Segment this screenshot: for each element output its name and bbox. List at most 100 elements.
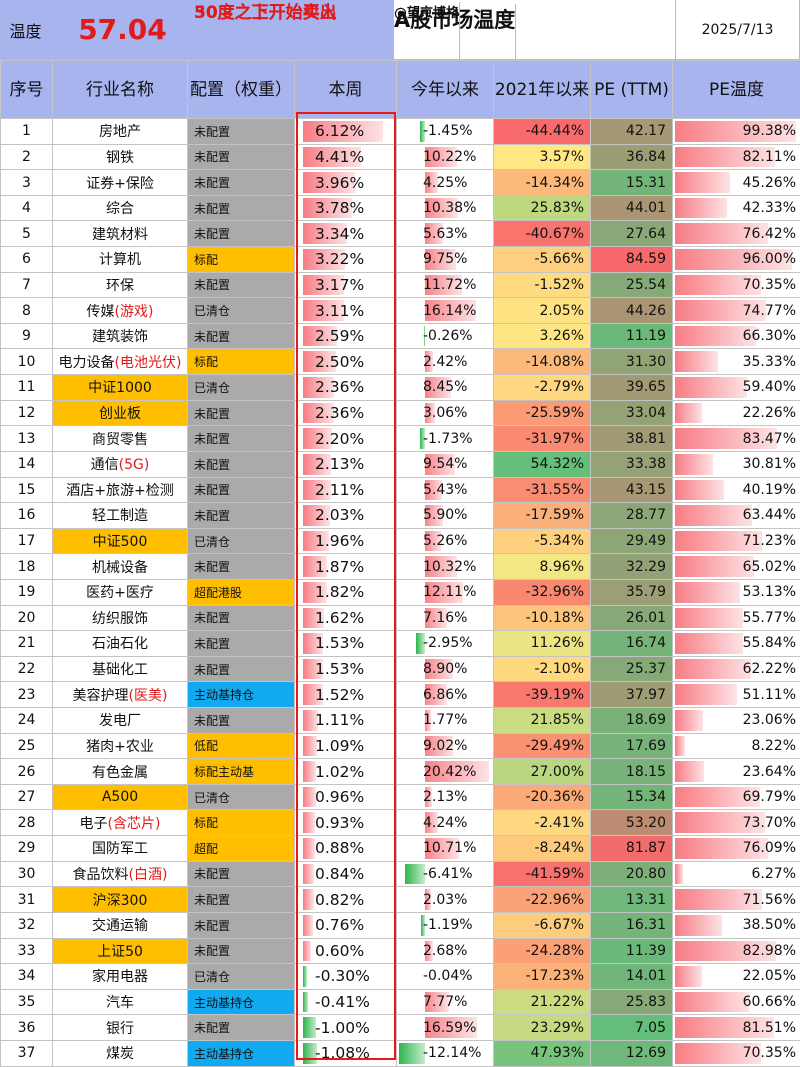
- pe-temperature: 40.19%: [673, 477, 800, 503]
- week-change-value: 1.82%: [295, 580, 396, 604]
- industry-name: 房地产: [53, 119, 188, 145]
- pe-ttm: 81.87: [591, 836, 673, 862]
- pe-temperature: 76.09%: [673, 836, 800, 862]
- industry-name-text: 发电厂: [99, 713, 141, 729]
- pe-temperature-value: 83.47%: [673, 427, 800, 451]
- industry-name: 计算机: [53, 247, 188, 273]
- row-index: 34: [1, 964, 53, 990]
- industry-name: 上证50: [53, 938, 188, 964]
- config-cell: 未配置: [188, 605, 295, 631]
- since-2021-change: 11.26%: [494, 631, 591, 657]
- industry-name: 石油石化: [53, 631, 188, 657]
- week-change: 2.36%: [295, 375, 397, 401]
- pe-ttm: 31.30: [591, 349, 673, 375]
- pe-temperature: 22.26%: [673, 400, 800, 426]
- pe-temperature-value: 76.42%: [673, 222, 800, 246]
- since-2021-change: -2.41%: [494, 810, 591, 836]
- ytd-change-value: 10.32%: [397, 555, 493, 579]
- since-2021-change: -2.10%: [494, 656, 591, 682]
- ytd-change: 16.14%: [397, 298, 494, 324]
- ytd-change: 10.32%: [397, 554, 494, 580]
- pe-temperature-value: 63.44%: [673, 503, 800, 527]
- pe-ttm: 84.59: [591, 247, 673, 273]
- since-2021-change: 3.57%: [494, 144, 591, 170]
- week-change: 2.13%: [295, 451, 397, 477]
- industry-name: 商贸零售: [53, 426, 188, 452]
- since-2021-change: -6.67%: [494, 912, 591, 938]
- week-change-value: 1.52%: [295, 683, 396, 707]
- pe-ttm: 16.74: [591, 631, 673, 657]
- week-change-value: -0.30%: [295, 964, 396, 988]
- week-change: 1.09%: [295, 733, 397, 759]
- config-cell: 未配置: [188, 170, 295, 196]
- pe-temperature: 30.81%: [673, 451, 800, 477]
- week-change-value: 2.50%: [295, 350, 396, 374]
- pe-temperature-value: 38.50%: [673, 913, 800, 937]
- since-2021-change: 27.00%: [494, 759, 591, 785]
- since-2021-change: -39.19%: [494, 682, 591, 708]
- pe-ttm: 26.01: [591, 605, 673, 631]
- week-change: 3.17%: [295, 272, 397, 298]
- ytd-change: 8.90%: [397, 656, 494, 682]
- pe-ttm: 43.15: [591, 477, 673, 503]
- row-index: 26: [1, 759, 53, 785]
- ytd-change: 2.68%: [397, 938, 494, 964]
- industry-name: A500: [53, 784, 188, 810]
- row-index: 20: [1, 605, 53, 631]
- industry-name: 酒店+旅游+检测: [53, 477, 188, 503]
- pe-ttm: 27.64: [591, 221, 673, 247]
- ytd-change: 12.11%: [397, 579, 494, 605]
- ytd-change-value: -0.26%: [397, 324, 493, 348]
- industry-name: 传媒(游戏): [53, 298, 188, 324]
- week-change-value: 3.34%: [295, 222, 396, 246]
- industry-name: 中证500: [53, 528, 188, 554]
- config-cell: 未配置: [188, 554, 295, 580]
- industry-name-text: 房地产: [99, 124, 141, 140]
- industry-name-text: 钢铁: [106, 150, 134, 166]
- ytd-change-value: 9.75%: [397, 247, 493, 271]
- since-2021-change: 23.29%: [494, 1015, 591, 1041]
- ytd-change-value: 8.45%: [397, 375, 493, 399]
- row-index: 13: [1, 426, 53, 452]
- ytd-change: 5.43%: [397, 477, 494, 503]
- row-index: 9: [1, 323, 53, 349]
- pe-ttm: 18.69: [591, 708, 673, 734]
- week-change-value: 0.96%: [295, 785, 396, 809]
- pe-ttm: 35.79: [591, 579, 673, 605]
- pe-temperature-value: 65.02%: [673, 555, 800, 579]
- week-change: -1.00%: [295, 1015, 397, 1041]
- ytd-change: 10.38%: [397, 195, 494, 221]
- week-change-value: 0.88%: [295, 836, 396, 860]
- week-change-value: 4.41%: [295, 145, 396, 169]
- industry-name-text: 石油石化: [92, 636, 148, 652]
- week-change-value: 2.20%: [295, 427, 396, 451]
- pe-ttm: 25.37: [591, 656, 673, 682]
- pe-ttm: 11.19: [591, 323, 673, 349]
- ytd-change-value: -0.04%: [397, 964, 493, 988]
- pe-temperature: 74.77%: [673, 298, 800, 324]
- ytd-change: -12.14%: [397, 1040, 494, 1066]
- pe-temperature-value: 55.77%: [673, 606, 800, 630]
- since-2021-change: -25.59%: [494, 400, 591, 426]
- pe-temperature-value: 8.22%: [673, 734, 800, 758]
- pe-ttm: 20.80: [591, 861, 673, 887]
- week-change: 1.82%: [295, 579, 397, 605]
- col-week: 本周: [295, 61, 397, 119]
- pe-temperature: 70.35%: [673, 272, 800, 298]
- since-2021-change: -41.59%: [494, 861, 591, 887]
- week-change: 2.36%: [295, 400, 397, 426]
- since-2021-change: -22.96%: [494, 887, 591, 913]
- since-2021-change: -17.23%: [494, 964, 591, 990]
- ytd-change-value: 8.90%: [397, 657, 493, 681]
- ytd-change-value: 2.13%: [397, 785, 493, 809]
- pe-temperature-value: 55.84%: [673, 631, 800, 655]
- pe-temperature-value: 6.27%: [673, 862, 800, 886]
